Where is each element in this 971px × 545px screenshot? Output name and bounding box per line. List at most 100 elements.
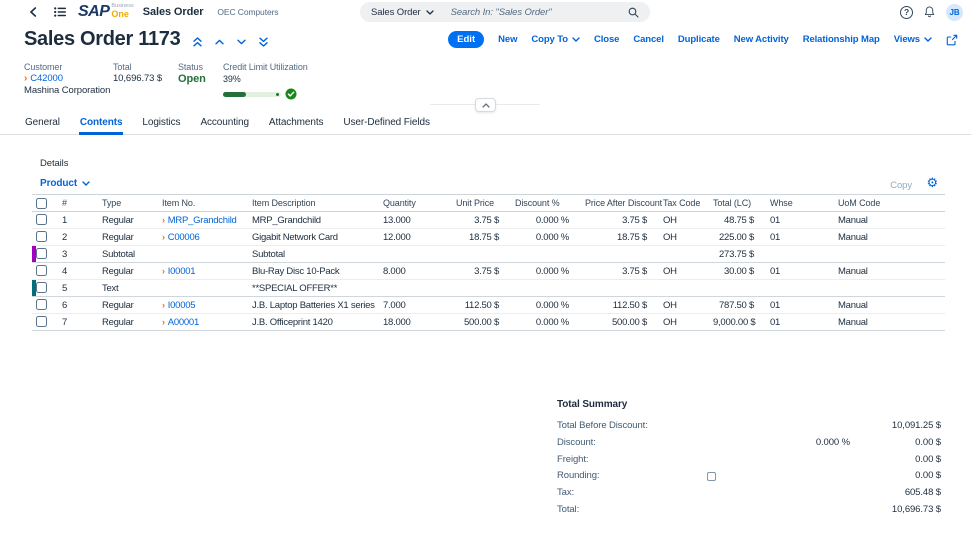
help-icon[interactable]: ? bbox=[900, 5, 913, 19]
cancel-button[interactable]: Cancel bbox=[633, 34, 664, 45]
column-header-total-lc[interactable]: Total (LC) bbox=[713, 198, 752, 208]
new-button[interactable]: New bbox=[498, 34, 518, 45]
select-all-cell bbox=[32, 195, 54, 212]
tab-attachments[interactable]: Attachments bbox=[268, 116, 324, 128]
row-checkbox[interactable] bbox=[36, 265, 47, 277]
cell-price-after bbox=[577, 246, 655, 263]
cell-whse: 01 bbox=[770, 316, 781, 328]
cell-discount bbox=[507, 280, 577, 297]
table-settings-gear-icon[interactable]: ⚙ bbox=[926, 176, 938, 191]
next-record-icon[interactable] bbox=[237, 39, 247, 45]
cell-type: Regular bbox=[102, 299, 134, 311]
cell-unit-price: 3.75 $ bbox=[474, 214, 499, 226]
cell-total: 9,000.00 $ bbox=[713, 316, 756, 328]
cell-total bbox=[705, 280, 762, 297]
cell-discount: 0.000 % bbox=[535, 316, 569, 328]
column-header-unit-price[interactable]: Unit Price bbox=[456, 198, 495, 208]
column-header-item-no[interactable]: Item No. bbox=[162, 198, 196, 208]
cell-type: Regular bbox=[102, 316, 134, 328]
link-arrow-icon: › bbox=[162, 265, 165, 276]
column-header-type[interactable]: Type bbox=[102, 198, 122, 208]
row-checkbox[interactable] bbox=[36, 282, 47, 294]
line-type-select[interactable]: Product bbox=[40, 178, 90, 189]
rounding-checkbox[interactable] bbox=[707, 472, 716, 482]
user-avatar[interactable]: JB bbox=[946, 3, 963, 21]
new-activity-button[interactable]: New Activity bbox=[733, 34, 789, 45]
edit-button[interactable]: Edit bbox=[448, 31, 485, 48]
document-info-strip: Customer › C42000 Mashina Corporation To… bbox=[0, 62, 971, 104]
copy-table-button[interactable]: Copy bbox=[890, 180, 912, 191]
tab-general[interactable]: General bbox=[25, 116, 60, 128]
line-item-row-3: 3 Subtotal Subtotal 273.75 $ bbox=[32, 246, 945, 263]
search-scope-select[interactable]: Sales Order bbox=[371, 7, 434, 18]
line-item-row-6: 6 Regular › I00005 J.B. Laptop Batteries X1 … bbox=[32, 297, 945, 314]
row-checkbox[interactable] bbox=[36, 299, 47, 311]
cell-price-after bbox=[577, 280, 655, 297]
column-header-quantity[interactable]: Quantity bbox=[383, 198, 416, 208]
table-header-row: # Type Item No. Item Description Quantity Uni… bbox=[32, 194, 945, 212]
relationship-map-button[interactable]: Relationship Map bbox=[802, 34, 880, 45]
last-record-icon[interactable] bbox=[259, 37, 269, 47]
search-bar[interactable]: Sales Order Search In: "Sales Order" bbox=[360, 2, 650, 22]
back-icon[interactable] bbox=[29, 7, 37, 17]
column-header-whse[interactable]: Whse bbox=[770, 198, 793, 208]
collapse-header-button[interactable] bbox=[475, 98, 496, 112]
row-checkbox[interactable] bbox=[36, 214, 47, 226]
views-button[interactable]: Views bbox=[894, 34, 932, 45]
tab-accounting[interactable]: Accounting bbox=[200, 116, 249, 128]
column-header-[interactable]: # bbox=[62, 198, 67, 208]
cell-unit-price: 3.75 $ bbox=[474, 265, 499, 277]
topbar: SAP Business One Sales Order OEC Compute… bbox=[0, 0, 971, 24]
row-checkbox[interactable] bbox=[36, 231, 47, 243]
topbar-left: SAP Business One Sales Order OEC Compute… bbox=[0, 0, 971, 24]
column-header-item-description[interactable]: Item Description bbox=[252, 198, 316, 208]
row-checkbox[interactable] bbox=[36, 248, 47, 260]
tab-logistics[interactable]: Logistics bbox=[142, 116, 181, 128]
first-record-icon[interactable] bbox=[193, 36, 203, 47]
summary-value: 605.48 $ bbox=[904, 487, 941, 499]
cell-price-after: 3.75 $ bbox=[622, 265, 647, 277]
cell-item-no bbox=[154, 280, 244, 297]
tab-contents[interactable]: Contents bbox=[78, 112, 124, 135]
item-number-link[interactable]: C00006 bbox=[167, 231, 200, 243]
cell-qty bbox=[375, 280, 448, 297]
share-icon[interactable] bbox=[946, 34, 958, 46]
column-header-tax-code[interactable]: Tax Code bbox=[663, 198, 701, 208]
cell-qty: 13.000 bbox=[383, 214, 411, 226]
duplicate-button[interactable]: Duplicate bbox=[677, 34, 720, 45]
cell-price-after: 18.75 $ bbox=[617, 231, 647, 243]
item-number-link[interactable]: MRP_Grandchild bbox=[167, 214, 237, 226]
notifications-bell-icon[interactable] bbox=[924, 6, 935, 18]
cell-item-no bbox=[154, 246, 244, 263]
item-number-link[interactable]: A00001 bbox=[167, 316, 200, 328]
tab-user-defined-fields[interactable]: User-Defined Fields bbox=[343, 116, 430, 128]
summary-row-tax: Tax: 605.48 $ bbox=[557, 485, 941, 502]
column-header-discount[interactable]: Discount % bbox=[515, 198, 560, 208]
column-header-price-after-discount[interactable]: Price After Discount bbox=[585, 198, 663, 208]
item-number-link[interactable]: I00001 bbox=[167, 265, 196, 277]
column-header-uom-code[interactable]: UoM Code bbox=[838, 198, 881, 208]
chevron-down-icon bbox=[924, 37, 932, 42]
copy-to-button[interactable]: Copy To bbox=[531, 34, 580, 45]
select-all-checkbox[interactable] bbox=[36, 197, 47, 209]
cell-unit-price: 18.75 $ bbox=[469, 231, 499, 243]
customer-code-link[interactable]: C42000 bbox=[30, 73, 63, 84]
previous-record-icon[interactable] bbox=[215, 39, 225, 45]
tab-bar: General Contents Logistics Accounting Attach… bbox=[0, 112, 971, 135]
cell-qty bbox=[375, 246, 448, 263]
cell-item-no: › A00001 bbox=[154, 314, 244, 331]
close-button[interactable]: Close bbox=[593, 34, 620, 45]
search-input[interactable]: Search In: "Sales Order" bbox=[450, 6, 552, 18]
cell-desc: J.B. Laptop Batteries X1 series bbox=[252, 299, 375, 311]
line-item-row-7: 7 Regular › A00001 J.B. Officeprint 1420 18.0… bbox=[32, 314, 945, 331]
row-checkbox[interactable] bbox=[36, 316, 47, 328]
search-icon[interactable] bbox=[628, 7, 639, 18]
item-number-link[interactable]: I00005 bbox=[167, 299, 196, 311]
cell-discount: 0.000 % bbox=[535, 231, 569, 243]
credit-progress-bar bbox=[223, 91, 281, 97]
cell-total: 225.00 $ bbox=[719, 231, 754, 243]
summary-row-rounding: Rounding: 0.00 $ bbox=[557, 468, 941, 485]
sap-business-one-logo: SAP Business One bbox=[78, 3, 134, 20]
list-menu-icon[interactable] bbox=[54, 7, 66, 17]
chevron-up-icon bbox=[481, 102, 490, 108]
